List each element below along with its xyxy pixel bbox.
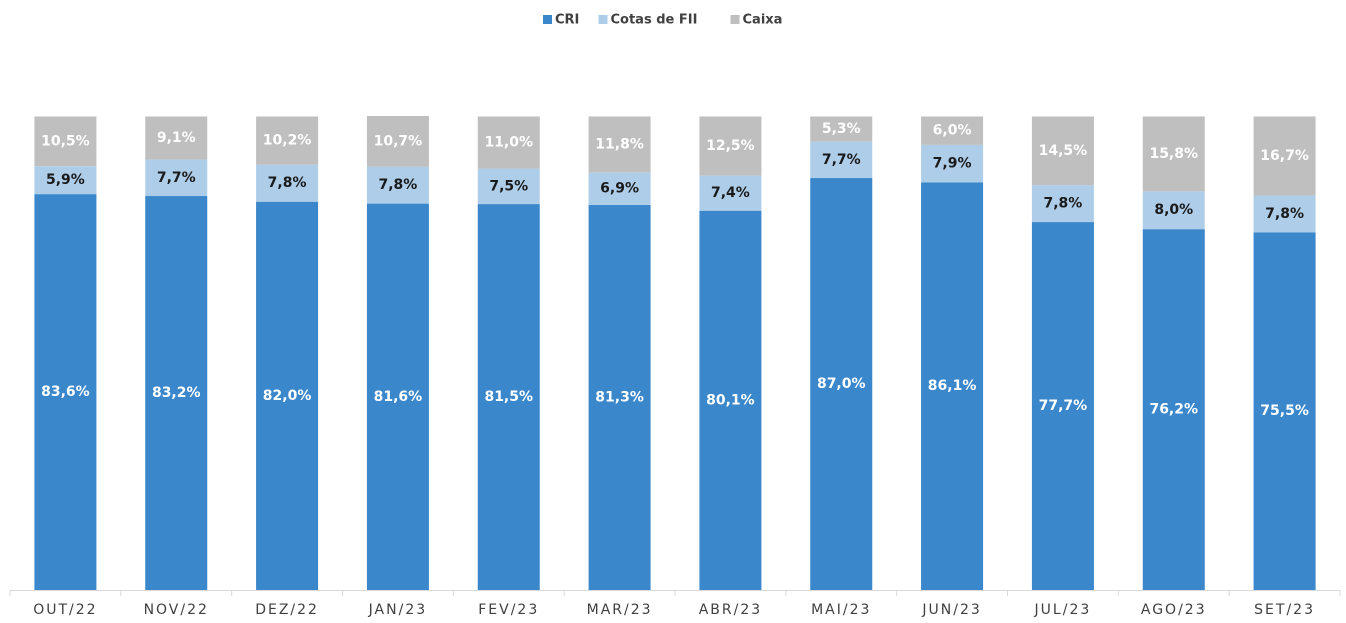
x-tick-label: NOV/22 [144,602,209,618]
legend-swatch [598,15,608,24]
bar-segment [810,116,873,142]
data-label: 7,7% [157,170,196,186]
bar-segment [477,204,540,590]
bar-segment [921,182,984,590]
data-label: 9,1% [157,130,196,146]
bar-segment [145,196,208,590]
bar-segment [699,116,762,176]
data-label: 7,8% [1265,206,1304,222]
data-label: 16,7% [1260,148,1309,164]
data-label: 7,8% [1044,196,1083,212]
data-label: 83,6% [41,384,90,400]
bar-segment [477,116,540,169]
bar-segment [477,168,540,205]
bar-segment [145,159,208,197]
bar-segment [699,210,762,590]
bar-segment [256,116,319,165]
data-label: 81,6% [374,389,423,405]
data-label: 75,5% [1260,403,1309,419]
data-label: 83,2% [152,385,201,401]
x-tick-label: OUT/22 [33,602,97,618]
bar-segment [1142,191,1205,230]
bar-segment [1142,229,1205,590]
bar-segment [256,164,319,202]
data-label: 81,5% [484,389,533,405]
bar-segment [1253,232,1316,590]
bar-segment [921,144,984,183]
x-tick-label: JAN/23 [368,602,427,618]
data-label: 14,5% [1039,143,1088,159]
data-label: 6,9% [600,181,639,197]
x-tick-label: DEZ/22 [255,602,319,618]
bar-segment [588,172,651,206]
bar-segment [588,205,651,590]
legend-swatch [543,15,552,24]
x-tick-label: JUN/23 [921,602,981,618]
data-label: 6,0% [933,123,972,139]
x-tick-label: ABR/23 [699,602,762,618]
bar-segment [34,166,97,195]
data-label: 15,8% [1149,146,1198,162]
data-label: 86,1% [928,378,977,394]
bar-segment [256,201,319,590]
data-label: 81,3% [595,390,644,406]
bar-segment [1031,185,1094,223]
legend-label: Cotas de FII [611,13,698,28]
bar-segment [145,116,208,160]
data-label: 10,2% [263,133,312,149]
bar-segment [588,116,651,173]
bar-segment [1031,116,1094,186]
legend-label: Caixa [743,13,783,28]
x-tick-label: FEV/23 [478,602,539,618]
data-label: 8,0% [1154,202,1193,218]
bar-segment [1253,116,1316,196]
data-label: 87,0% [817,376,866,392]
x-tick-label: AGO/23 [1141,602,1207,618]
bar-segment [1031,222,1094,590]
bar-segment [366,116,429,167]
x-tick-label: MAI/23 [811,602,871,618]
bar-segment [366,203,429,590]
data-label: 7,4% [711,185,750,201]
bar-segment [810,141,873,179]
bar-segment [34,116,97,167]
data-label: 7,8% [379,177,418,193]
data-label: 7,8% [268,175,307,191]
bar-segment [921,116,984,145]
data-label: 5,3% [822,121,861,137]
data-label: 82,0% [263,388,312,404]
bar-segment [699,175,762,211]
data-label: 10,7% [374,133,423,149]
bar-segment [1142,116,1205,192]
x-tick-label: JUL/23 [1034,602,1092,618]
data-label: 10,5% [41,133,90,149]
data-label: 7,5% [489,178,528,194]
data-label: 76,2% [1149,402,1198,418]
x-tick-label: SET/23 [1254,602,1315,618]
bar-segment [366,166,429,204]
bar-segment [810,178,873,590]
legend-label: CRI [555,13,579,28]
data-label: 11,0% [484,135,533,151]
bar-segment [34,194,97,590]
data-label: 77,7% [1039,398,1088,414]
data-label: 7,9% [933,156,972,172]
bar-segment [1253,195,1316,233]
data-label: 11,8% [595,136,644,152]
legend-swatch [730,15,740,24]
data-label: 80,1% [706,392,755,408]
x-tick-label: MAR/23 [587,602,653,618]
data-label: 12,5% [706,138,755,154]
data-label: 5,9% [46,172,85,188]
data-label: 7,7% [822,152,861,168]
